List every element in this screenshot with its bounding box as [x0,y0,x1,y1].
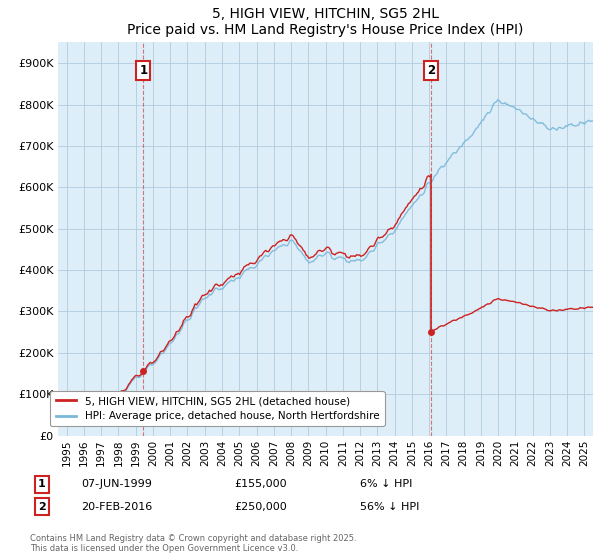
Title: 5, HIGH VIEW, HITCHIN, SG5 2HL
Price paid vs. HM Land Registry's House Price Ind: 5, HIGH VIEW, HITCHIN, SG5 2HL Price pai… [127,7,524,37]
Text: 20-FEB-2016: 20-FEB-2016 [81,502,152,512]
Legend: 5, HIGH VIEW, HITCHIN, SG5 2HL (detached house), HPI: Average price, detached ho: 5, HIGH VIEW, HITCHIN, SG5 2HL (detached… [50,391,385,427]
Text: 1: 1 [139,64,148,77]
Text: 2: 2 [427,64,436,77]
Text: £250,000: £250,000 [234,502,287,512]
Text: 6% ↓ HPI: 6% ↓ HPI [360,479,412,489]
Text: Contains HM Land Registry data © Crown copyright and database right 2025.
This d: Contains HM Land Registry data © Crown c… [30,534,356,553]
Text: 2: 2 [38,502,46,512]
Text: 56% ↓ HPI: 56% ↓ HPI [360,502,419,512]
Text: £155,000: £155,000 [234,479,287,489]
Text: 07-JUN-1999: 07-JUN-1999 [81,479,152,489]
Text: 1: 1 [38,479,46,489]
